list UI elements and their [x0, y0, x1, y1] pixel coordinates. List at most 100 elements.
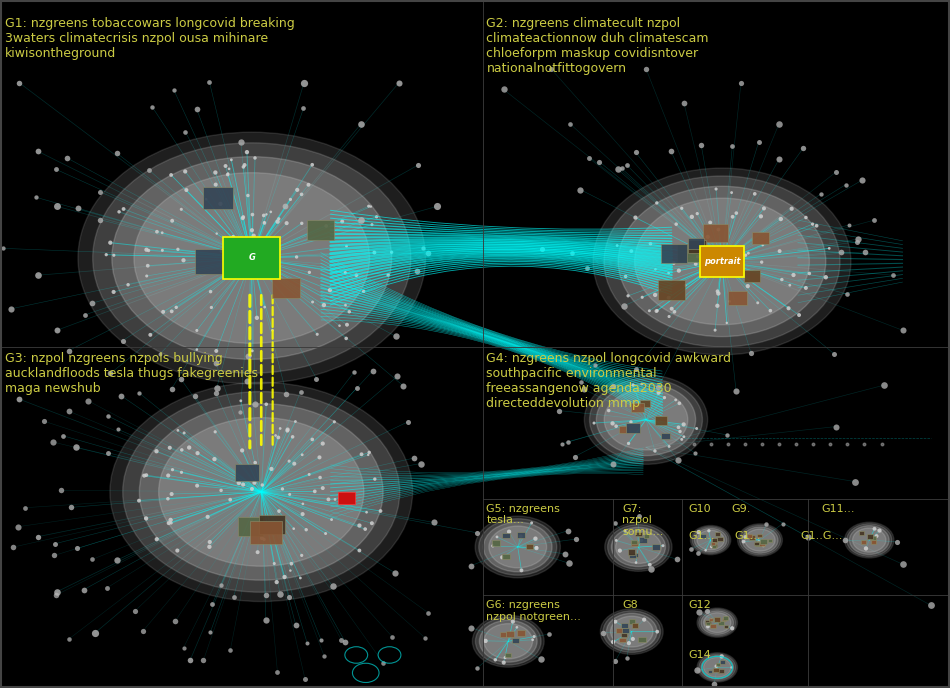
FancyBboxPatch shape — [635, 532, 641, 537]
Point — [630, 529, 645, 540]
Point — [115, 335, 130, 346]
Point — [674, 203, 690, 214]
Point — [707, 678, 722, 688]
Point — [676, 419, 692, 430]
Point — [619, 160, 635, 171]
Point — [268, 430, 283, 441]
Point — [841, 219, 856, 230]
Point — [669, 554, 684, 565]
Point — [750, 297, 766, 308]
FancyBboxPatch shape — [637, 636, 646, 643]
Point — [247, 153, 262, 164]
Text: G1..G...: G1..G... — [801, 531, 844, 541]
Point — [708, 325, 723, 336]
Point — [281, 455, 296, 466]
FancyBboxPatch shape — [639, 537, 647, 543]
Point — [0, 243, 10, 254]
Point — [235, 445, 250, 456]
Point — [661, 441, 676, 452]
Point — [592, 156, 607, 167]
Point — [874, 438, 889, 449]
Point — [895, 325, 910, 336]
Point — [48, 164, 64, 175]
Circle shape — [701, 656, 733, 679]
Point — [502, 526, 517, 537]
Point — [56, 431, 71, 442]
Point — [167, 616, 182, 627]
Point — [623, 416, 638, 427]
Point — [201, 76, 217, 87]
Circle shape — [745, 529, 775, 551]
Text: G: G — [248, 253, 256, 263]
Point — [410, 160, 426, 171]
Point — [204, 302, 219, 313]
Point — [155, 227, 170, 238]
Point — [683, 544, 698, 555]
Point — [220, 169, 236, 180]
Point — [349, 383, 364, 394]
Point — [700, 621, 715, 632]
Point — [305, 159, 320, 170]
Point — [85, 554, 100, 565]
Point — [156, 306, 171, 317]
Circle shape — [694, 528, 727, 552]
Point — [621, 638, 637, 649]
Point — [638, 63, 654, 74]
Point — [396, 380, 411, 391]
Point — [857, 438, 872, 449]
Point — [187, 391, 202, 402]
Point — [201, 541, 217, 552]
Point — [162, 442, 178, 453]
Point — [889, 537, 904, 548]
Point — [608, 656, 623, 667]
Point — [362, 447, 377, 458]
Point — [612, 545, 627, 556]
FancyBboxPatch shape — [338, 492, 355, 504]
Point — [10, 522, 26, 533]
Point — [384, 247, 399, 258]
Point — [656, 257, 671, 268]
Point — [245, 209, 260, 220]
Point — [647, 445, 662, 456]
Point — [100, 447, 115, 458]
Point — [359, 507, 374, 518]
Point — [528, 533, 543, 544]
Point — [240, 350, 256, 361]
Point — [478, 636, 493, 647]
Point — [265, 325, 280, 336]
Point — [684, 211, 699, 222]
Point — [514, 565, 529, 576]
Point — [47, 550, 62, 561]
Point — [417, 632, 432, 643]
Point — [552, 405, 567, 416]
Point — [163, 169, 179, 180]
Point — [668, 394, 683, 405]
Point — [339, 241, 354, 252]
Point — [694, 140, 709, 151]
Point — [288, 619, 303, 630]
Circle shape — [489, 526, 546, 568]
Circle shape — [845, 522, 894, 558]
Circle shape — [635, 198, 809, 325]
Point — [342, 306, 357, 317]
Text: G5: nzgreens
tesla...: G5: nzgreens tesla... — [486, 504, 560, 525]
FancyBboxPatch shape — [656, 416, 667, 424]
FancyBboxPatch shape — [703, 224, 728, 242]
Point — [601, 405, 617, 416]
FancyBboxPatch shape — [754, 541, 761, 546]
Point — [142, 330, 158, 341]
Point — [703, 217, 718, 228]
Point — [859, 543, 874, 554]
Point — [30, 146, 46, 157]
Point — [301, 469, 316, 480]
Point — [196, 654, 211, 665]
Circle shape — [697, 653, 737, 682]
FancyBboxPatch shape — [720, 660, 726, 663]
Point — [231, 236, 246, 247]
Point — [562, 118, 578, 129]
Point — [174, 204, 189, 215]
Point — [30, 270, 46, 281]
Point — [111, 206, 126, 217]
Point — [858, 246, 873, 257]
Point — [354, 449, 370, 460]
